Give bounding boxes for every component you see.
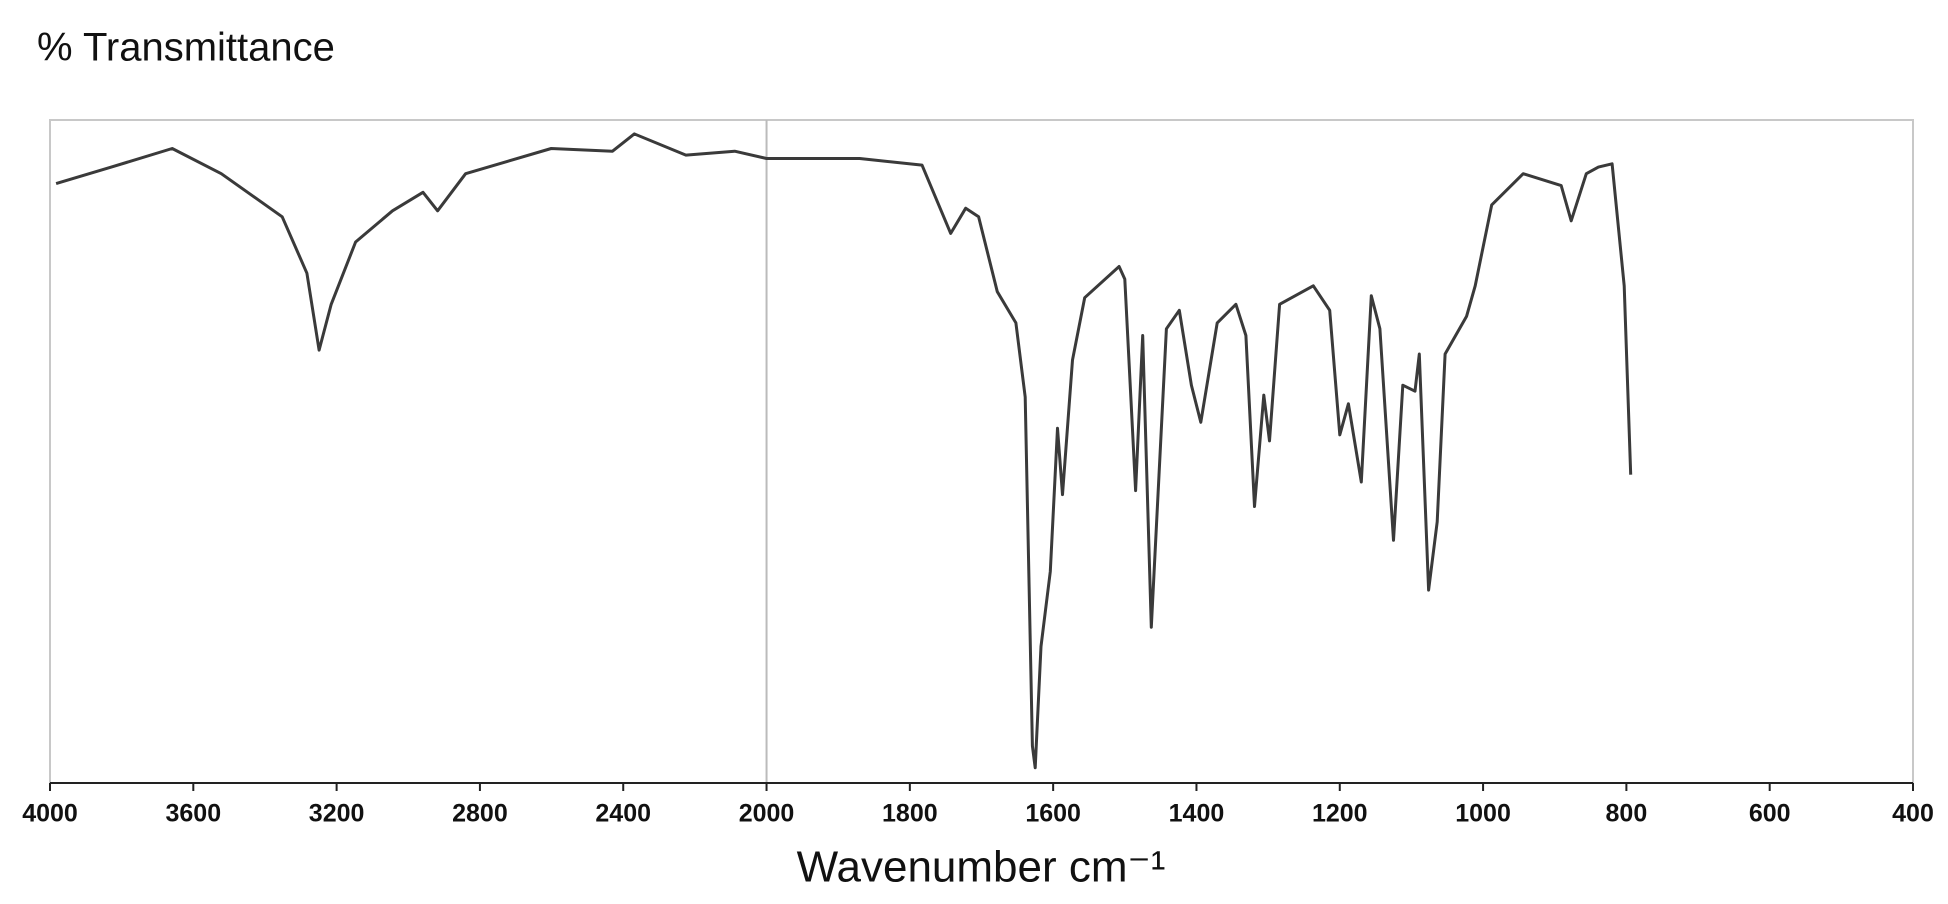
- x-tick-label: 1400: [1169, 800, 1225, 828]
- x-tick-label: 600: [1749, 800, 1791, 828]
- x-axis-label: Wavenumber cm⁻¹: [797, 843, 1166, 892]
- x-tick-label: 2000: [739, 800, 795, 828]
- x-tick-label: 800: [1606, 800, 1648, 828]
- chart-title: % Transmittance: [37, 26, 335, 70]
- plot-frame: [49, 119, 1914, 784]
- x-tick-label: 3600: [165, 800, 221, 828]
- x-tick-label: 1800: [882, 800, 938, 828]
- x-tick-label: 1600: [1025, 800, 1081, 828]
- x-tick-label: 1000: [1455, 800, 1511, 828]
- x-tick-label: 2400: [595, 800, 651, 828]
- spectrum-line: [55, 132, 1633, 770]
- x-tick-label: 3200: [309, 800, 365, 828]
- x-tick-label: 400: [1892, 800, 1934, 828]
- x-tick-label: 1200: [1312, 800, 1368, 828]
- x-tick-label: 2800: [452, 800, 508, 828]
- x-tick-label: 4000: [22, 800, 78, 828]
